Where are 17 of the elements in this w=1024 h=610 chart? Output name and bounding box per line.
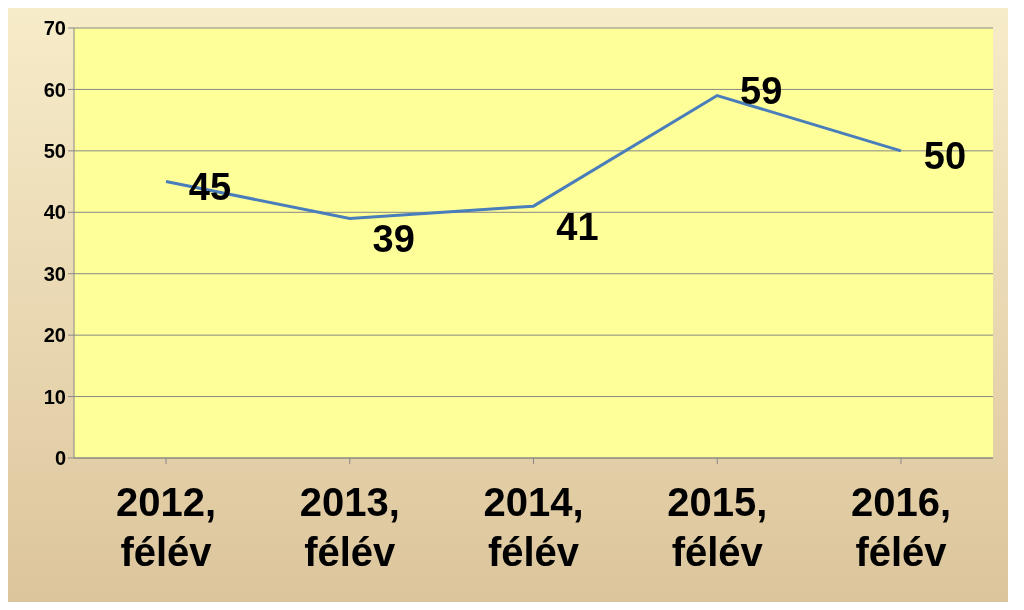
x-tick-label: 2016, félév [850, 480, 952, 574]
y-tick-label: 70 [43, 17, 66, 40]
y-tick-label: 10 [43, 385, 66, 408]
y-tick-label: 20 [43, 324, 66, 347]
y-tick-label: 50 [43, 139, 66, 162]
data-label: 59 [740, 69, 783, 112]
data-label: 41 [556, 206, 599, 249]
x-tick-label: 2014, félév [483, 480, 584, 574]
y-tick-label: 30 [43, 262, 66, 285]
x-tick-label: 2015, félév [667, 480, 768, 574]
y-tick-label: 60 [43, 78, 66, 101]
x-tick-label: 2013, félév [299, 480, 400, 574]
data-label: 39 [372, 218, 415, 261]
x-tick-label: 2012, félév [115, 480, 217, 574]
data-label: 50 [923, 134, 967, 177]
y-tick-label: 40 [43, 201, 66, 224]
y-tick-label: 0 [54, 447, 66, 470]
